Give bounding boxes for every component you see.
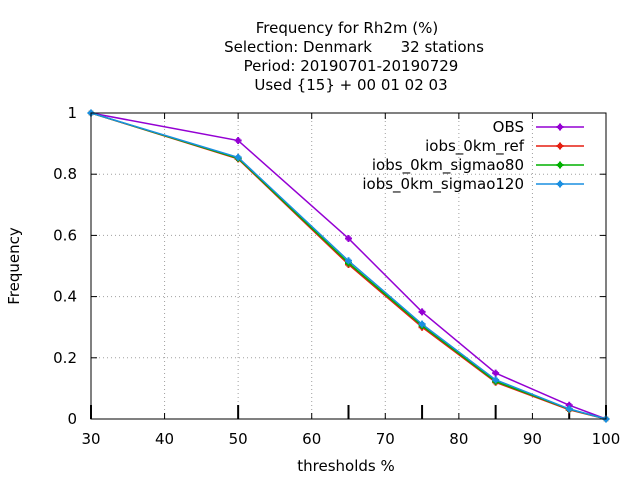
series-point-core (346, 236, 351, 241)
y-tick-label: 0.8 (53, 165, 77, 183)
series-point-core (493, 377, 498, 383)
legend-marker-core (557, 162, 563, 168)
x-tick-label: 100 (592, 430, 621, 448)
x-tick-label: 30 (81, 430, 100, 448)
title-line-1: Frequency for Rh2m (%) (256, 19, 438, 37)
legend-label: iobs_0km_sigmao120 (362, 175, 524, 194)
x-tick-label: 70 (376, 430, 395, 448)
data-series (87, 109, 610, 423)
title-line-3: Period: 20190701-20190729 (244, 57, 459, 75)
y-tick-label: 0 (67, 410, 77, 428)
title-line-4: Used {15} + 00 01 02 03 (254, 76, 447, 94)
series-point-core (419, 309, 425, 315)
legend-label: iobs_0km_ref (425, 137, 525, 156)
x-tick-label: 50 (229, 430, 248, 448)
x-axis-label: thresholds % (297, 457, 394, 475)
x-tick-label: 90 (523, 430, 542, 448)
title-line-2: Selection: Denmark 32 stations (224, 38, 484, 56)
legend-marker-core (557, 143, 563, 149)
series-point-core (235, 138, 241, 143)
x-tick-label: 80 (449, 430, 468, 448)
legend-marker-core (557, 124, 563, 130)
grid (91, 113, 606, 419)
series-point-core (567, 406, 572, 412)
series-point-core (493, 370, 498, 376)
y-tick-label: 1 (67, 104, 77, 122)
series-point-core (419, 321, 425, 327)
series-point-core (235, 155, 241, 160)
x-tick-label: 40 (155, 430, 174, 448)
legend: OBSiobs_0km_refiobs_0km_sigmao80iobs_0km… (362, 118, 584, 194)
chart-title: Frequency for Rh2m (%) Selection: Denmar… (224, 19, 484, 94)
x-tick-label: 60 (302, 430, 321, 448)
y-tick-label: 0.4 (53, 288, 77, 306)
series-point-core (346, 258, 351, 263)
plot-frame (90, 112, 607, 420)
y-tick-label: 0.2 (53, 349, 77, 367)
legend-label: OBS (493, 118, 524, 136)
legend-marker-core (557, 181, 563, 187)
y-tick-label: 0.6 (53, 226, 77, 244)
series-point-core (567, 403, 572, 408)
legend-label: iobs_0km_sigmao80 (372, 156, 524, 175)
y-axis-label: Frequency (5, 227, 23, 305)
